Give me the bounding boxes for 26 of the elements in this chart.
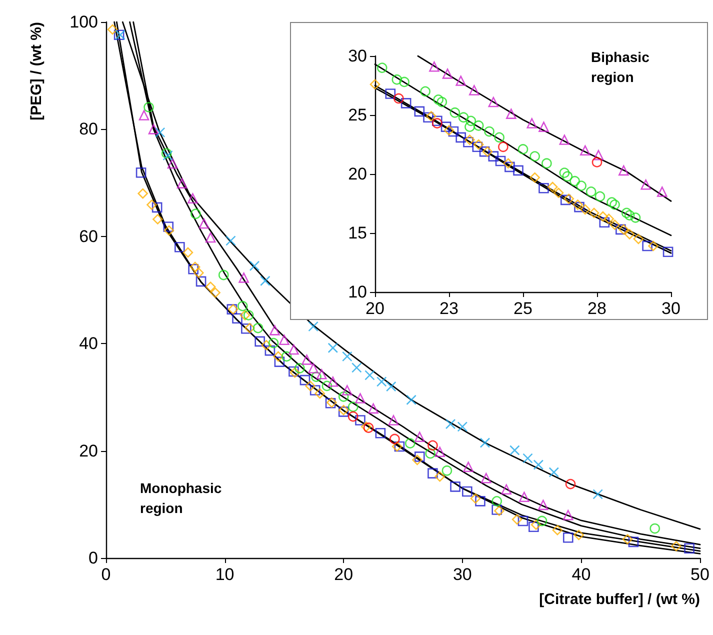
y-tick-label: 20: [79, 441, 98, 460]
y-tick-label: 20: [348, 164, 367, 184]
y-tick-label: 10: [348, 282, 367, 302]
x-tick-label: 20: [366, 299, 384, 318]
y-tick-label: 15: [348, 224, 367, 242]
y-axis-title: [PEG] / (wt %): [28, 22, 45, 120]
x-tick-label: 50: [690, 565, 710, 584]
x-tick-label: 30: [662, 299, 680, 318]
y-tick-label: 100: [70, 12, 98, 32]
y-tick-label: 40: [79, 334, 98, 354]
y-tick-label: 25: [348, 106, 367, 124]
x-tick-label: 40: [572, 565, 591, 584]
x-tick-label: 28: [588, 299, 606, 318]
annotation: Biphasic region: [591, 49, 654, 85]
x-tick-label: 20: [334, 565, 354, 584]
y-tick-label: 0: [88, 548, 98, 568]
x-axis-title: [Citrate buffer] / (wt %): [539, 591, 700, 608]
y-tick-label: 60: [79, 226, 98, 246]
x-tick-label: 25: [514, 299, 532, 318]
x-tick-label: 23: [440, 299, 458, 318]
x-tick-label: 30: [452, 565, 472, 584]
x-tick-label: 10: [215, 565, 234, 584]
x-tick-label: 0: [101, 565, 111, 584]
y-tick-label: 80: [79, 120, 98, 139]
annotation: Monophasic region: [140, 480, 226, 516]
y-tick-label: 30: [348, 46, 367, 66]
